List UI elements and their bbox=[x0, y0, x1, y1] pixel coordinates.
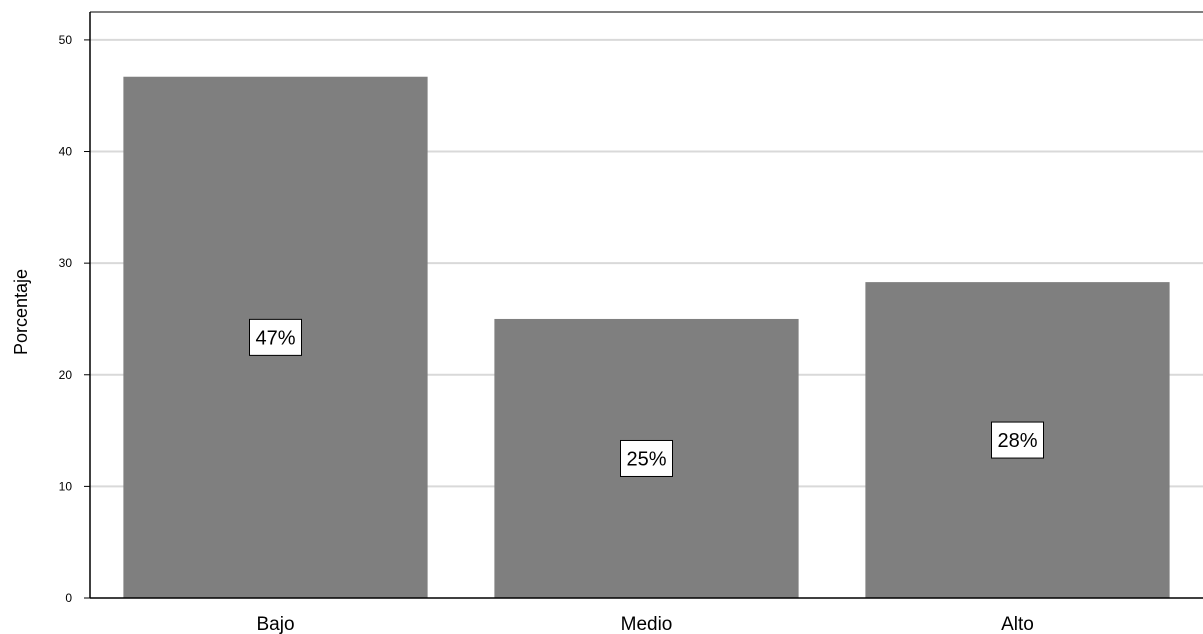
data-label-box bbox=[620, 439, 673, 477]
data-label: 47% bbox=[255, 327, 295, 349]
data-labels: 47% 25% 28% bbox=[249, 318, 1044, 477]
x-tick-label: Bajo bbox=[256, 614, 294, 634]
y-tick-label: 20 bbox=[59, 368, 73, 382]
data-label: 25% bbox=[626, 448, 666, 470]
y-tick-label: 30 bbox=[59, 256, 73, 270]
x-tick-label: Alto bbox=[1001, 614, 1034, 634]
y-tick-label: 10 bbox=[59, 479, 73, 493]
x-axis-labels: Bajo Medio Alto bbox=[256, 614, 1033, 634]
y-axis-ticks: 0 10 20 30 40 50 bbox=[59, 33, 90, 605]
y-tick-label: 40 bbox=[59, 145, 73, 159]
y-axis-title: Porcentaje bbox=[11, 269, 31, 355]
y-tick-label: 0 bbox=[65, 591, 72, 605]
data-label: 28% bbox=[997, 430, 1037, 452]
data-label-box bbox=[249, 318, 302, 356]
y-tick-label: 50 bbox=[59, 33, 73, 47]
x-tick-label: Medio bbox=[621, 614, 673, 634]
plot-frame bbox=[89, 11, 1203, 599]
data-label-box bbox=[991, 421, 1044, 459]
